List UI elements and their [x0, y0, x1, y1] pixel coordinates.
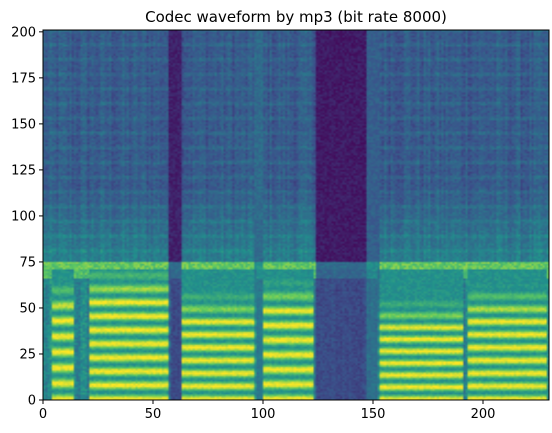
y-axis: 0 25 50 75 100 125 150 175 200	[11, 25, 43, 409]
x-tick-label: 200	[471, 407, 496, 422]
y-tick-label: 175	[11, 71, 36, 86]
y-tick-label: 125	[11, 163, 36, 178]
y-tick-label: 25	[19, 347, 36, 362]
chart-title: Codec waveform by mp3 (bit rate 8000)	[145, 8, 447, 26]
y-tick-label: 200	[11, 25, 36, 40]
x-tick-label: 0	[39, 407, 47, 422]
x-axis: 0 50 100 150 200	[39, 400, 496, 422]
plot-frame	[42, 29, 550, 401]
heatmap-image	[43, 30, 549, 400]
y-tick-label: 50	[19, 301, 36, 316]
y-tick-label: 75	[19, 255, 36, 270]
x-tick-label: 100	[251, 407, 276, 422]
y-tick-label: 100	[11, 209, 36, 224]
x-tick-label: 50	[145, 407, 162, 422]
y-tick-label: 0	[28, 394, 36, 409]
x-tick-label: 150	[361, 407, 386, 422]
y-tick-label: 150	[11, 117, 36, 132]
heatmap-area	[43, 30, 549, 400]
